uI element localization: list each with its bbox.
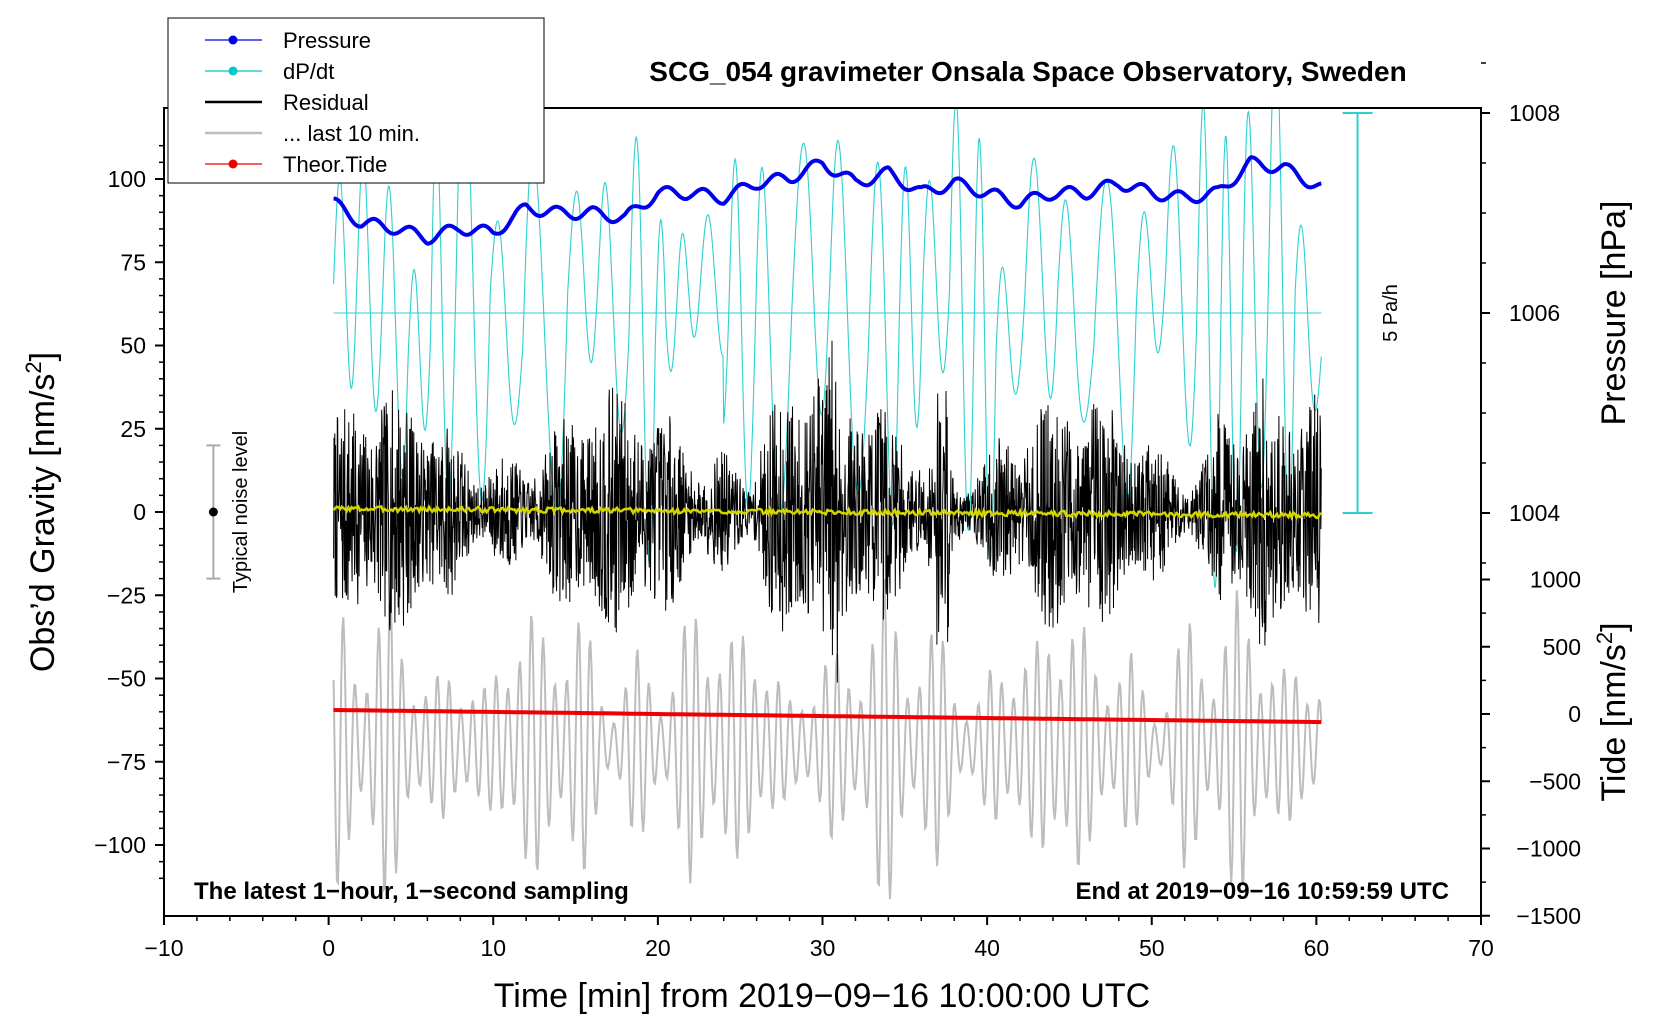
legend-marker: [228, 159, 238, 169]
legend-marker: [228, 35, 238, 45]
pressure-series: [333, 155, 1322, 246]
axes: −10 0 10 20 30 40 50 60 701007550250−25−50−75−10…: [94, 62, 1581, 961]
gravity-tick-label: 50: [120, 333, 146, 359]
legend-marker: [228, 66, 238, 76]
tide-tick-label: −1500: [1516, 903, 1581, 929]
legend-box: [167, 17, 545, 184]
x-tick-label: −10: [144, 935, 183, 961]
scale-bars: [206, 112, 1373, 580]
last-10-min-series: [332, 579, 1323, 900]
x-axis-label: Time [min] from 2019−09−16 10:00:00 UTC: [494, 977, 1150, 1015]
tide-tick-label: 500: [1543, 634, 1581, 660]
y-axis-left-label-end: ]: [24, 352, 62, 361]
gravity-tick-label: 25: [120, 416, 146, 442]
residual-line: [333, 340, 1322, 683]
y-axis-left-label-sup: 2: [21, 361, 46, 373]
x-tick-label: 50: [1139, 935, 1165, 961]
gravity-tick-label: 0: [133, 499, 146, 525]
tide-tick-label: −1000: [1516, 836, 1581, 862]
gravity-tick-label: 100: [108, 166, 146, 192]
x-tick-label: 10: [480, 935, 506, 961]
sampling-annotation: The latest 1−hour, 1−second sampling: [194, 878, 629, 905]
residual-series: [333, 340, 1322, 683]
pressure-tick-label: 1008: [1509, 100, 1560, 126]
y-axis-tide-label-end: ]: [1595, 622, 1633, 631]
y-axis-left-label: Obs’d Gravity [nm/s2]: [21, 352, 62, 672]
last-10-min-line: [332, 579, 1323, 900]
gravity-tick-label: −25: [107, 582, 146, 608]
x-tick-label: 70: [1468, 935, 1494, 961]
end-time-annotation: End at 2019−09−16 10:59:59 UTC: [1075, 878, 1449, 905]
y-axis-tide-label-main: Tide [nm/s: [1595, 644, 1633, 801]
x-tick-label: 20: [645, 935, 671, 961]
dpdt-line: [333, 108, 1322, 588]
gravity-tick-label: 75: [120, 249, 146, 275]
legend-label: dP/dt: [283, 59, 334, 84]
legend-label: ... last 10 min.: [283, 121, 420, 146]
gravity-tick-label: −50: [107, 666, 146, 692]
smoothed-residual-line: [332, 504, 1322, 522]
legend-label: Residual: [283, 90, 369, 115]
tide-line: [333, 708, 1322, 725]
pressure-tick-label: 1006: [1509, 300, 1560, 326]
x-tick-label: 40: [974, 935, 1000, 961]
theoretical-tide-series: [333, 708, 1322, 725]
x-tick-label: 30: [810, 935, 836, 961]
x-tick-label: 0: [322, 935, 335, 961]
legend-label: Theor.Tide: [283, 152, 387, 177]
noise-bar-dot: [208, 507, 218, 517]
chart-title: SCG_054 gravimeter Onsala Space Observat…: [649, 56, 1406, 87]
y-axis-pressure-label: Pressure [hPa]: [1595, 201, 1633, 426]
tide-tick-label: −500: [1529, 768, 1581, 794]
rate-scale-label: 5 Pa/h: [1380, 284, 1402, 342]
tide-tick-label: 0: [1568, 701, 1581, 727]
pressure-tick-label: 1004: [1509, 500, 1560, 526]
pressure-line: [333, 155, 1322, 246]
y-axis-left-label-main: Obs’d Gravity [nm/s: [24, 374, 62, 673]
dpdt-series: [333, 108, 1322, 588]
tide-tick-label: 1000: [1530, 567, 1581, 593]
gravity-tick-label: −75: [107, 749, 146, 775]
y-axis-tide-label: Tide [nm/s2]: [1592, 622, 1633, 801]
y-axis-tide-label-sup: 2: [1592, 632, 1617, 644]
smoothed-residual-series: [332, 504, 1322, 522]
gravity-tick-label: −100: [94, 832, 146, 858]
legend-label: Pressure: [283, 28, 371, 53]
x-tick-label: 60: [1304, 935, 1330, 961]
noise-level-label: Typical noise level: [230, 431, 252, 593]
legend: Pressure dP/dt Residual ... last 10 min. The…: [167, 17, 545, 184]
